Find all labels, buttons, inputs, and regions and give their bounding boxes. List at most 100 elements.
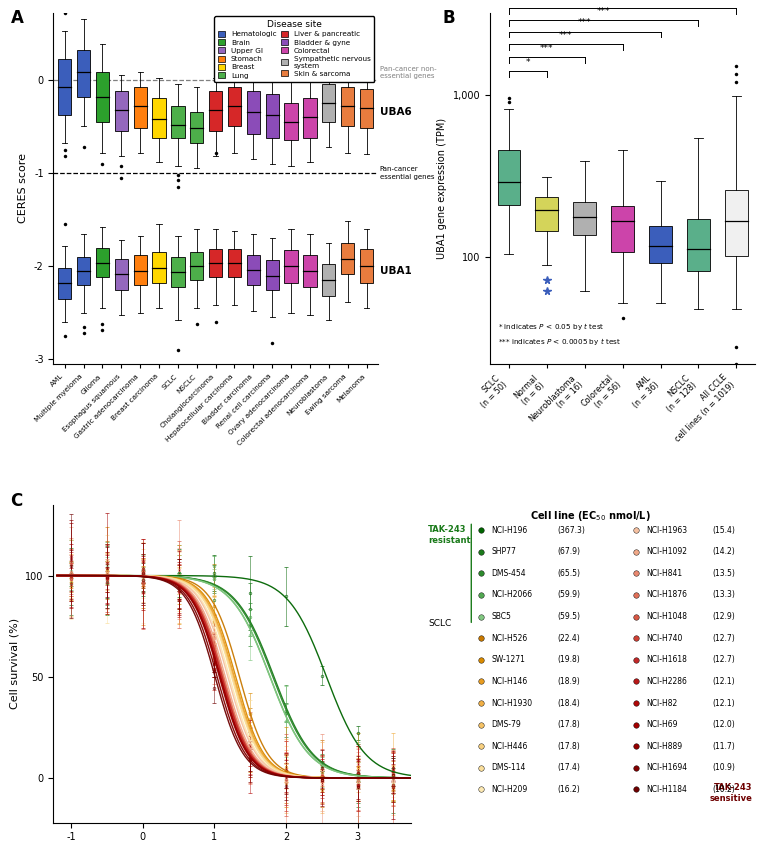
Text: NCI-H1963: NCI-H1963 [646, 526, 687, 534]
Text: Pan-cancer non-
essential genes: Pan-cancer non- essential genes [380, 65, 436, 79]
Bar [322, 265, 336, 296]
Text: (12.1): (12.1) [713, 677, 735, 686]
Bar [725, 191, 748, 256]
Bar [611, 205, 634, 252]
Text: NCI-H526: NCI-H526 [491, 633, 527, 643]
Text: *: * [526, 58, 530, 67]
Text: (22.4): (22.4) [557, 633, 580, 643]
Text: UBA6: UBA6 [380, 108, 411, 117]
Text: (17.4): (17.4) [557, 763, 580, 773]
Text: ***: *** [597, 7, 610, 15]
Bar [58, 59, 71, 115]
Text: SBC5: SBC5 [491, 612, 511, 621]
Text: NCI-H146: NCI-H146 [491, 677, 527, 686]
Text: (13.5): (13.5) [713, 569, 736, 577]
Text: (14.2): (14.2) [713, 547, 736, 556]
Bar [497, 149, 520, 205]
Bar [228, 87, 241, 126]
Bar [322, 85, 336, 122]
Bar [209, 91, 222, 131]
Text: ***: *** [559, 31, 572, 40]
Text: (15.4): (15.4) [713, 526, 736, 534]
Text: (59.9): (59.9) [557, 590, 580, 600]
Text: SHP77: SHP77 [491, 547, 516, 556]
Text: Cell line (EC$_{50}$ nmol/L): Cell line (EC$_{50}$ nmol/L) [530, 510, 651, 523]
Text: SCLC: SCLC [428, 619, 452, 628]
Text: * indicates $P$ < 0.05 by $t$ test
*** indicates $P$ < 0.0005 by $t$ test: * indicates $P$ < 0.05 by $t$ test *** i… [498, 321, 621, 347]
Bar [77, 257, 90, 285]
Text: (17.8): (17.8) [557, 720, 580, 729]
Text: NCI-H2066: NCI-H2066 [491, 590, 533, 600]
Text: (12.7): (12.7) [713, 633, 736, 643]
Text: ***: *** [616, 0, 629, 4]
Text: DMS-454: DMS-454 [491, 569, 526, 577]
Text: (16.2): (16.2) [557, 785, 580, 794]
Bar [172, 106, 185, 137]
Text: NCI-H1694: NCI-H1694 [646, 763, 687, 773]
Text: (10.2): (10.2) [713, 785, 736, 794]
Bar [285, 103, 298, 141]
Text: (367.3): (367.3) [557, 526, 585, 534]
Bar [360, 249, 373, 283]
Legend: Hematologic, Brain, Upper GI, Stomach, Breast, Lung, Liver & pancreatic, Bladder: Hematologic, Brain, Upper GI, Stomach, B… [214, 16, 374, 82]
Text: NCI-H841: NCI-H841 [646, 569, 682, 577]
Text: (19.8): (19.8) [557, 656, 580, 664]
Bar [190, 252, 204, 280]
Text: A: A [11, 9, 24, 27]
Bar [246, 91, 260, 134]
Text: (18.4): (18.4) [557, 699, 580, 707]
Bar [573, 203, 596, 235]
Text: NCI-H196: NCI-H196 [491, 526, 527, 534]
Text: NCI-H209: NCI-H209 [491, 785, 527, 794]
Text: (12.0): (12.0) [713, 720, 736, 729]
Bar [246, 255, 260, 285]
Text: (59.5): (59.5) [557, 612, 580, 621]
Bar [266, 94, 278, 137]
Text: NCI-H1876: NCI-H1876 [646, 590, 687, 600]
Text: (13.3): (13.3) [713, 590, 736, 600]
Text: DMS-114: DMS-114 [491, 763, 526, 773]
Bar [134, 87, 146, 128]
Text: NCI-H740: NCI-H740 [646, 633, 683, 643]
Text: ***: *** [540, 44, 553, 53]
Bar [114, 259, 128, 289]
Bar [304, 255, 317, 287]
Text: ***: *** [578, 19, 591, 27]
Text: NCI-H1092: NCI-H1092 [646, 547, 687, 556]
Text: NCI-H889: NCI-H889 [646, 742, 682, 750]
Text: (12.7): (12.7) [713, 656, 736, 664]
Bar [153, 98, 166, 137]
Bar [190, 113, 204, 143]
Bar [285, 250, 298, 283]
Text: (10.9): (10.9) [713, 763, 736, 773]
Bar [172, 257, 185, 287]
Bar [266, 259, 278, 289]
Bar [536, 197, 559, 231]
Text: NCI-H1048: NCI-H1048 [646, 612, 687, 621]
Text: NCI-H1618: NCI-H1618 [646, 656, 687, 664]
Text: (17.8): (17.8) [557, 742, 580, 750]
Text: NCI-H69: NCI-H69 [646, 720, 678, 729]
Bar [341, 87, 354, 126]
Y-axis label: Cell survival (%): Cell survival (%) [10, 618, 20, 709]
Bar [228, 249, 241, 277]
Text: (65.5): (65.5) [557, 569, 580, 577]
Bar [341, 243, 354, 274]
Text: (12.1): (12.1) [713, 699, 735, 707]
Bar [153, 252, 166, 283]
Bar [114, 91, 128, 131]
Text: DMS-79: DMS-79 [491, 720, 521, 729]
Y-axis label: CERES score: CERES score [18, 153, 28, 223]
Bar [209, 249, 222, 277]
Bar [96, 248, 109, 277]
Text: (12.9): (12.9) [713, 612, 736, 621]
Text: UBA1: UBA1 [380, 266, 411, 276]
Bar [360, 89, 373, 128]
Text: NCI-H446: NCI-H446 [491, 742, 527, 750]
Text: B: B [442, 9, 455, 27]
Text: SW-1271: SW-1271 [491, 656, 525, 664]
Text: TAK-243
sensitive: TAK-243 sensitive [709, 784, 752, 804]
Text: (11.7): (11.7) [713, 742, 736, 750]
Text: NCI-H82: NCI-H82 [646, 699, 678, 707]
Text: (67.9): (67.9) [557, 547, 580, 556]
